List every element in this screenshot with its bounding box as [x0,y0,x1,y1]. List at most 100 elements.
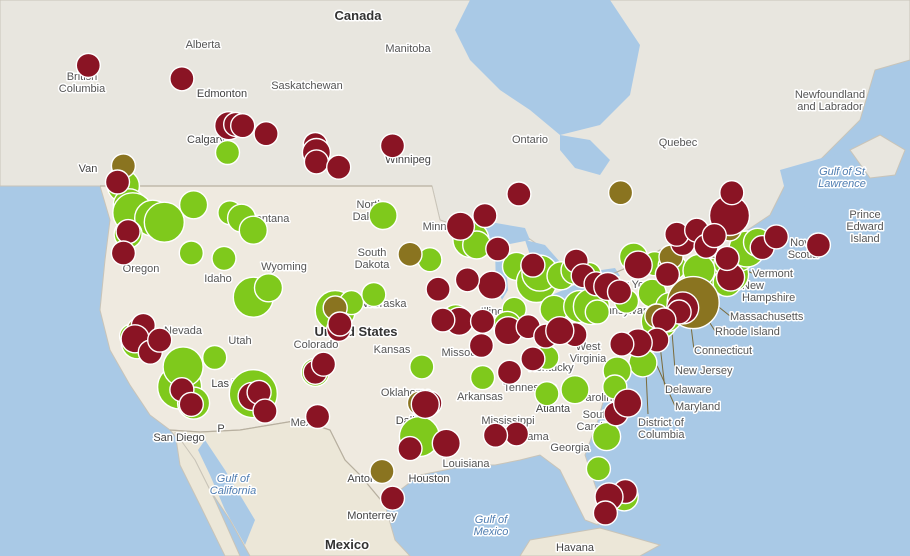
hudson-bay-inlet [560,135,610,175]
label-maryland: Maryland [675,401,720,413]
red-marker[interactable] [469,308,496,334]
land-newfoundland [849,134,906,179]
label-mexico: Mexico [325,537,369,552]
green-marker[interactable] [211,245,237,272]
green-marker[interactable] [534,381,560,407]
olive-marker[interactable] [607,179,634,206]
green-marker[interactable] [253,273,284,303]
red-marker[interactable] [327,311,353,337]
olive-marker[interactable] [369,458,395,485]
red-marker[interactable] [763,224,789,250]
label-oregon: Oregon [123,263,160,275]
label-connecticut: Connecticut [694,345,752,357]
red-marker[interactable] [379,485,406,511]
red-marker[interactable] [472,202,498,229]
green-marker[interactable] [178,240,205,266]
label-monterrey: Monterrey [347,510,397,522]
red-marker[interactable] [169,66,195,92]
label-colorado: Colorado [294,339,339,351]
red-marker[interactable] [485,236,511,262]
red-marker[interactable] [110,240,137,266]
red-marker[interactable] [397,435,423,462]
green-marker[interactable] [469,364,496,391]
red-marker[interactable] [252,398,278,424]
red-marker[interactable] [606,279,633,305]
green-marker[interactable] [584,299,610,325]
red-marker[interactable] [425,276,451,302]
red-marker[interactable] [506,181,532,207]
red-marker[interactable] [454,267,481,293]
us-mexico-border [169,419,386,506]
red-marker[interactable] [104,169,131,195]
red-marker[interactable] [592,500,619,526]
green-marker[interactable] [143,201,186,243]
red-marker[interactable] [496,359,523,385]
red-marker[interactable] [654,261,681,288]
label-newjersey: New Jersey [675,365,733,377]
label-rhodeisland: Rhode Island [715,326,780,338]
label-arkansas: Arkansas [457,391,503,403]
label-mexicogulf: Gulf of Mexico [474,514,509,538]
label-vancouver: Van [79,163,98,175]
red-marker[interactable] [178,391,205,418]
label-ontario: Ontario [512,134,548,146]
red-marker[interactable] [326,154,352,180]
red-marker[interactable] [310,351,337,377]
red-marker[interactable] [303,149,330,175]
hudson-bay [455,0,640,135]
red-marker[interactable] [115,218,141,245]
green-marker[interactable] [560,375,590,405]
red-marker[interactable] [477,270,507,300]
red-marker[interactable] [430,307,456,333]
red-marker[interactable] [701,222,727,249]
green-marker[interactable] [238,215,269,245]
red-marker[interactable] [623,250,653,280]
red-marker[interactable] [253,120,279,147]
red-marker[interactable] [805,232,832,258]
red-marker[interactable] [609,331,635,357]
green-marker[interactable] [368,200,398,231]
label-havana: Havana [556,542,595,554]
red-marker[interactable] [379,133,406,159]
red-marker[interactable] [613,388,643,418]
red-marker[interactable] [146,327,173,353]
red-marker[interactable] [229,112,256,139]
red-marker[interactable] [482,422,509,448]
red-marker[interactable] [520,252,546,278]
label-massachusetts: Massachusetts [730,311,804,323]
green-marker[interactable] [591,421,622,452]
red-marker[interactable] [410,389,440,420]
red-marker[interactable] [719,179,745,206]
red-marker[interactable] [431,428,461,458]
label-nevada: Nevada [164,325,203,337]
label-quebec: Quebec [659,137,698,149]
label-sdakota: South Dakota [355,247,391,271]
green-marker[interactable] [361,281,387,308]
label-nfl: Newfoundland and Labrador [795,89,865,113]
label-louisiana: Louisiana [442,458,490,470]
red-marker[interactable] [445,211,476,241]
green-marker[interactable] [201,344,228,371]
label-alberta: Alberta [186,39,222,51]
land-cuba [519,527,662,556]
red-marker[interactable] [468,332,495,359]
label-delaware: Delaware [665,384,711,396]
label-calgary: Calgary [187,134,225,146]
red-marker[interactable] [520,346,546,372]
green-marker[interactable] [585,456,612,482]
olive-marker[interactable] [397,241,423,268]
red-marker[interactable] [545,316,575,346]
label-newhampshire: New Hampshire [742,280,795,304]
green-marker[interactable] [214,139,241,166]
green-marker[interactable] [178,190,209,220]
red-marker[interactable] [304,403,331,430]
label-sask: Saskatchewan [271,80,343,92]
red-marker[interactable] [714,245,740,272]
label-wyoming: Wyoming [261,261,307,273]
label-california: Gulf of California [210,473,256,497]
label-idaho: Idaho [204,273,232,285]
red-marker[interactable] [75,52,102,79]
green-marker[interactable] [409,354,435,380]
